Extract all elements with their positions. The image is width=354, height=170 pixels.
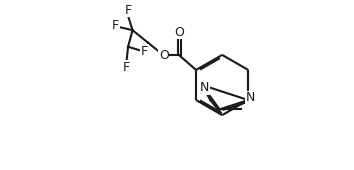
Text: F: F [112,19,119,32]
Text: O: O [159,49,169,62]
Text: N: N [200,81,209,94]
Text: F: F [141,45,148,58]
Text: N: N [246,91,255,104]
Text: O: O [175,26,184,39]
Text: F: F [125,4,132,17]
Text: F: F [123,61,130,74]
